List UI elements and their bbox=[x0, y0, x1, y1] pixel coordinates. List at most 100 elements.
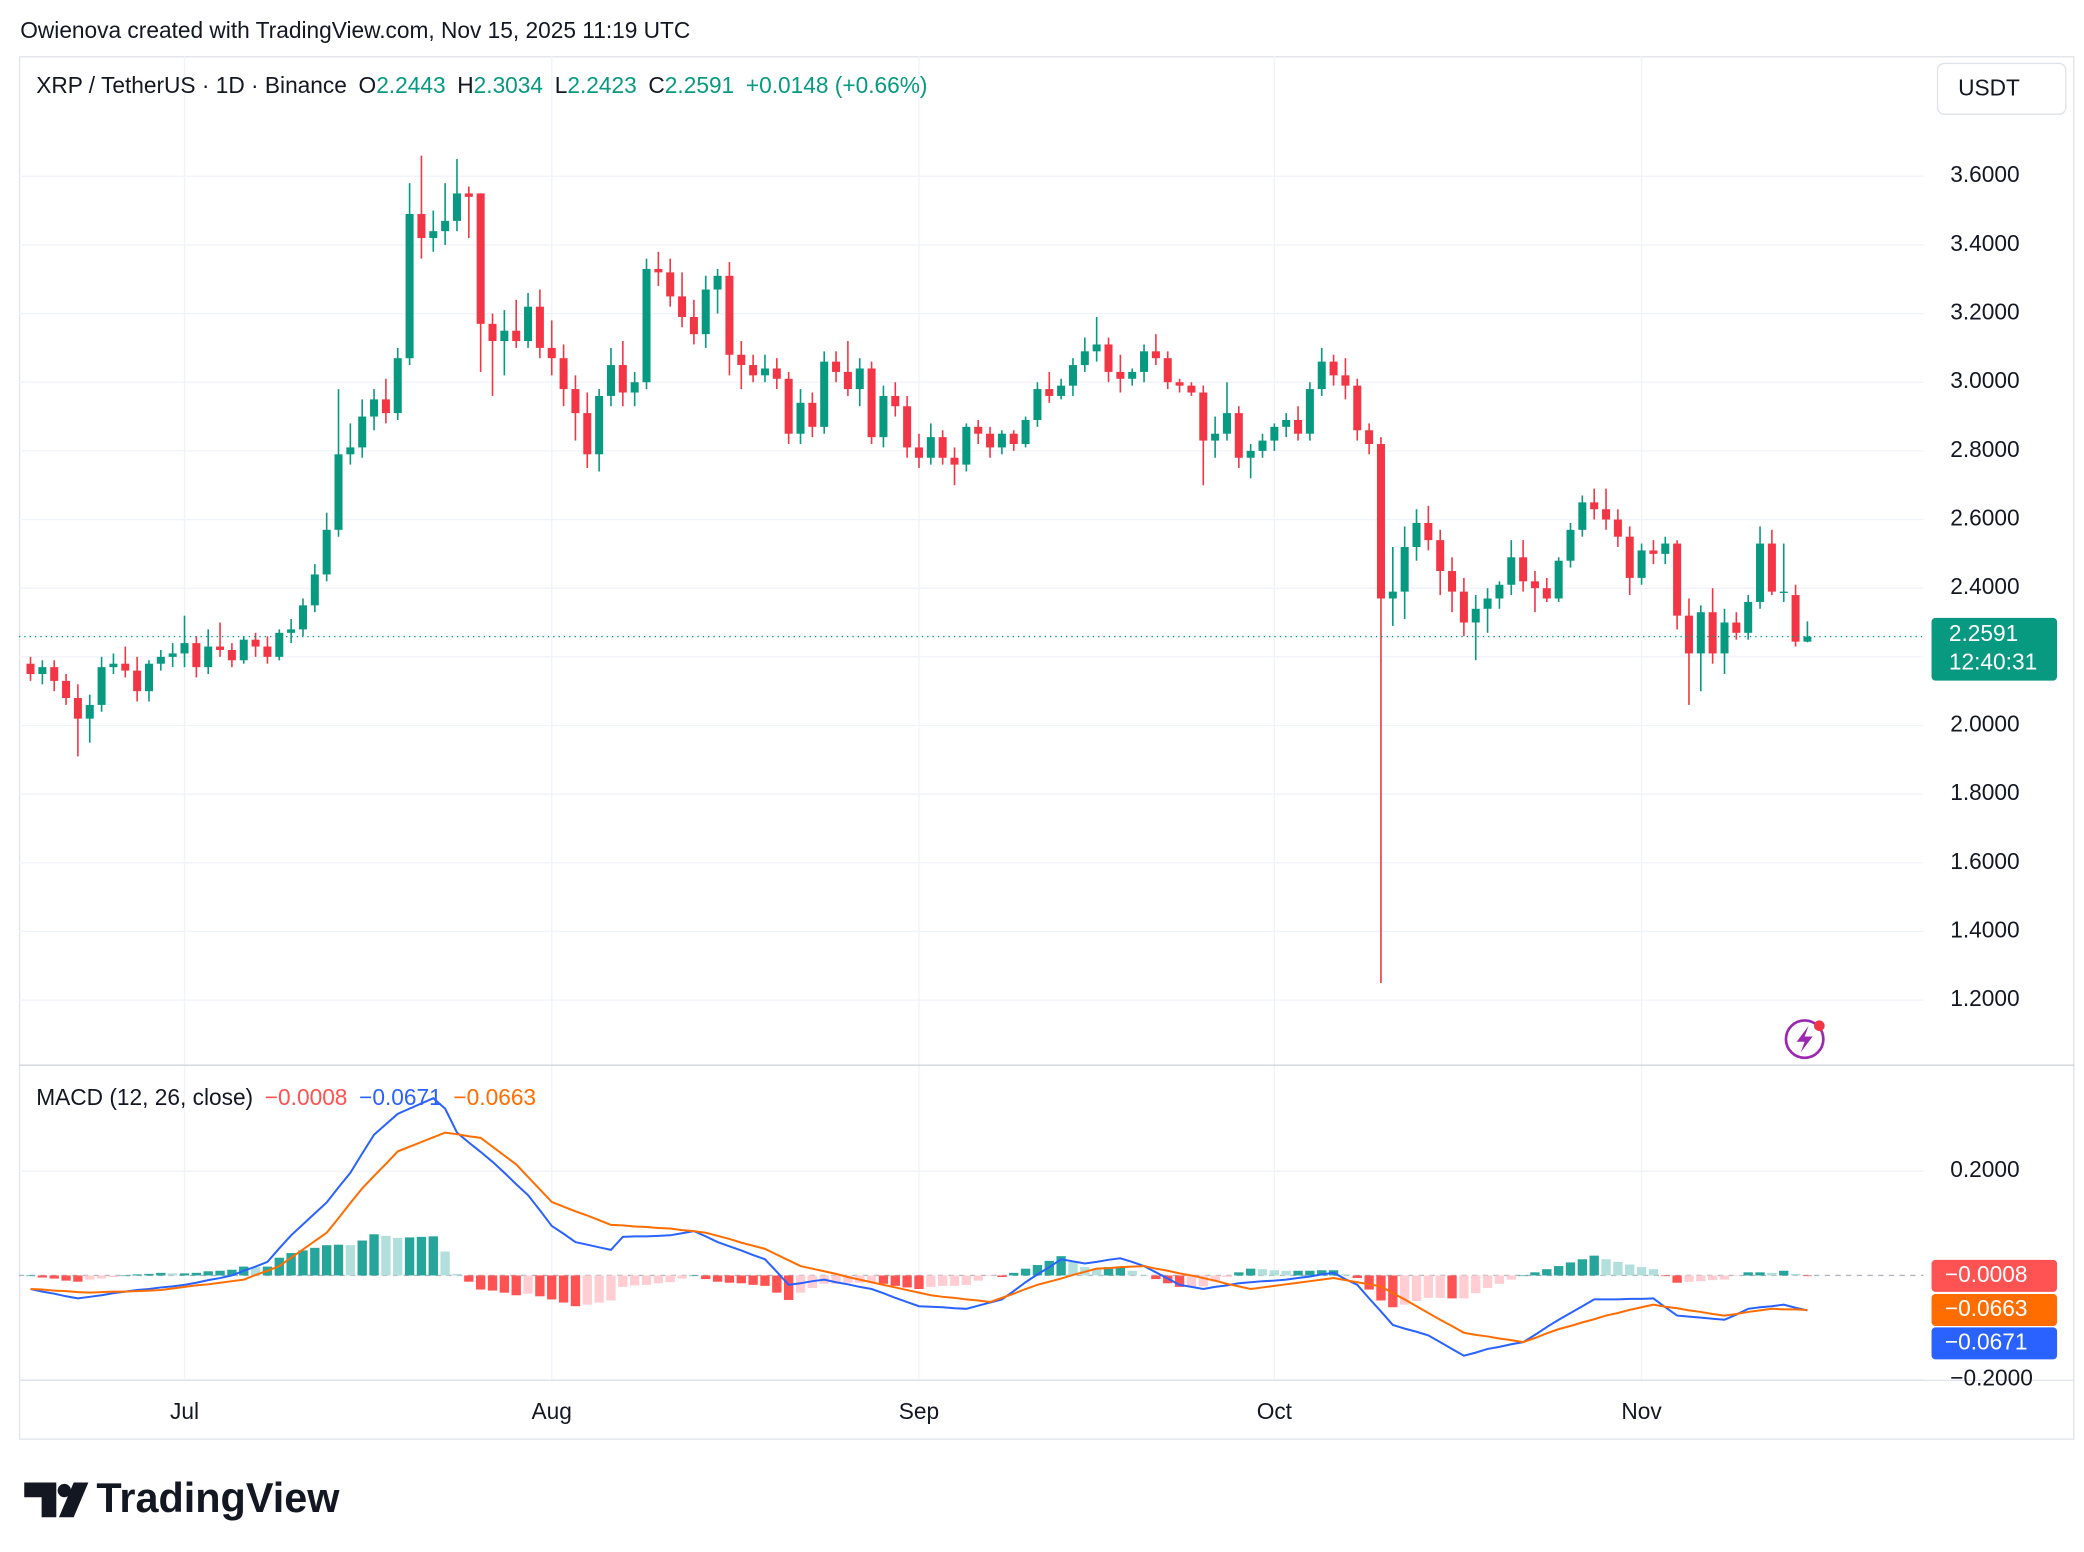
candle-body bbox=[1637, 550, 1646, 578]
candle-body bbox=[1744, 601, 1753, 633]
value-badge-label: −0.0671 bbox=[1945, 1328, 2028, 1354]
histogram-bar bbox=[357, 1240, 367, 1276]
candle-body bbox=[1365, 430, 1374, 445]
candle-body bbox=[393, 358, 402, 414]
marks-layer bbox=[18, 155, 1924, 1357]
histogram-bar bbox=[1696, 1275, 1706, 1282]
y-tick-label: 1.6000 bbox=[1950, 848, 2019, 874]
candle-body bbox=[642, 268, 651, 383]
candle-body bbox=[891, 395, 900, 407]
y-tick-label: 2.0000 bbox=[1950, 711, 2019, 737]
histogram-bar bbox=[665, 1275, 675, 1283]
candle-body bbox=[914, 447, 923, 458]
histogram-bar bbox=[1198, 1275, 1208, 1287]
indicator-title: MACD (12, 26, close) bbox=[36, 1084, 253, 1110]
histogram-bar bbox=[1506, 1275, 1516, 1280]
histogram-bar bbox=[108, 1275, 119, 1278]
candle-body bbox=[192, 643, 201, 668]
y-tick-label: 3.2000 bbox=[1950, 299, 2019, 325]
histogram-bar bbox=[37, 1275, 48, 1278]
histogram-bar bbox=[949, 1275, 960, 1286]
histogram-bar bbox=[1399, 1275, 1410, 1305]
x-tick-label: Jul bbox=[170, 1398, 199, 1424]
histogram-bar bbox=[203, 1271, 213, 1276]
histogram-bar bbox=[1068, 1261, 1078, 1276]
candle-body bbox=[1495, 584, 1504, 599]
histogram-bar bbox=[333, 1244, 344, 1276]
histogram-bar bbox=[1767, 1272, 1777, 1276]
histogram-bar bbox=[1471, 1275, 1481, 1294]
histogram-bar bbox=[641, 1275, 652, 1285]
candle-body bbox=[370, 399, 379, 417]
candle-body bbox=[1317, 361, 1326, 390]
candle-body bbox=[737, 354, 746, 366]
currency[interactable]: USDT bbox=[1958, 74, 2020, 100]
candle-body bbox=[1483, 598, 1492, 609]
candle-body bbox=[452, 193, 461, 221]
histogram-bar bbox=[1032, 1265, 1043, 1276]
histogram-bar bbox=[369, 1234, 379, 1276]
histogram-bar bbox=[1139, 1275, 1149, 1277]
candle-body bbox=[227, 649, 236, 661]
candle-body bbox=[50, 667, 59, 681]
logo-text: TradingView bbox=[96, 1475, 340, 1521]
candle-body bbox=[1140, 351, 1149, 372]
histogram-bar bbox=[677, 1275, 687, 1279]
candle-body bbox=[666, 272, 675, 297]
x-tick-label: Nov bbox=[1621, 1398, 1662, 1424]
candle-body bbox=[974, 426, 983, 434]
candle-body bbox=[1045, 389, 1054, 396]
value-badge bbox=[1931, 1293, 2058, 1327]
candle-body bbox=[1625, 536, 1634, 578]
change: +0.0148 (+0.66%) bbox=[746, 72, 928, 98]
candle-body bbox=[1424, 522, 1433, 541]
symbol: XRP / TetherUS · 1D · Binance bbox=[36, 72, 347, 98]
candle-body bbox=[1519, 557, 1528, 582]
histogram-bar bbox=[760, 1275, 770, 1286]
histogram-bar bbox=[345, 1245, 356, 1276]
value-badge-label: −0.0008 bbox=[1945, 1261, 2028, 1287]
candle-body bbox=[926, 437, 935, 458]
candle-body bbox=[618, 365, 627, 393]
candle-body bbox=[1033, 389, 1042, 420]
candle-body bbox=[1602, 509, 1611, 520]
histogram-bar bbox=[1672, 1275, 1682, 1283]
x-tick-label: Sep bbox=[899, 1398, 939, 1424]
histogram-bar bbox=[1423, 1275, 1434, 1298]
value-badge bbox=[1931, 1259, 2058, 1292]
snapshot-icon[interactable] bbox=[1784, 1019, 1825, 1060]
candle-body bbox=[986, 433, 995, 448]
currency-button[interactable] bbox=[1936, 62, 2067, 115]
icon-dot[interactable] bbox=[1813, 1020, 1825, 1032]
candle-body bbox=[1092, 344, 1101, 352]
histogram-bar bbox=[440, 1251, 450, 1276]
histogram-bar bbox=[452, 1273, 462, 1276]
candle-body bbox=[820, 361, 829, 427]
candle-body bbox=[571, 389, 580, 414]
y-tick-label: 3.4000 bbox=[1950, 230, 2019, 256]
candle-body bbox=[1471, 608, 1480, 623]
candle-body bbox=[962, 426, 971, 465]
candle-body bbox=[1720, 622, 1729, 654]
histogram-bar bbox=[1234, 1272, 1244, 1276]
histogram-bar bbox=[1625, 1264, 1635, 1276]
y-tick-label: 1.2000 bbox=[1950, 985, 2019, 1011]
candle-body bbox=[678, 296, 687, 317]
y-tick-label: 3.6000 bbox=[1950, 161, 2019, 187]
histogram-bar bbox=[1577, 1259, 1588, 1276]
icon-bolt[interactable] bbox=[1796, 1025, 1813, 1053]
price-badge-countdown: 12:40:31 bbox=[1949, 648, 2037, 674]
candle-body bbox=[1057, 385, 1066, 396]
histogram-bar bbox=[1565, 1262, 1576, 1276]
candle-body bbox=[547, 347, 556, 359]
candle-body bbox=[879, 395, 888, 438]
candle-body bbox=[1613, 519, 1622, 537]
macd-value: −0.0671 bbox=[359, 1084, 442, 1110]
candle-body bbox=[346, 447, 355, 455]
y-tick-label: 0.2000 bbox=[1950, 1156, 2019, 1182]
y-tick-label: 2.8000 bbox=[1950, 436, 2019, 462]
candle-body bbox=[1234, 413, 1243, 458]
candle-body bbox=[843, 371, 852, 390]
candle-body bbox=[1542, 588, 1551, 599]
histogram-bar bbox=[120, 1275, 130, 1277]
